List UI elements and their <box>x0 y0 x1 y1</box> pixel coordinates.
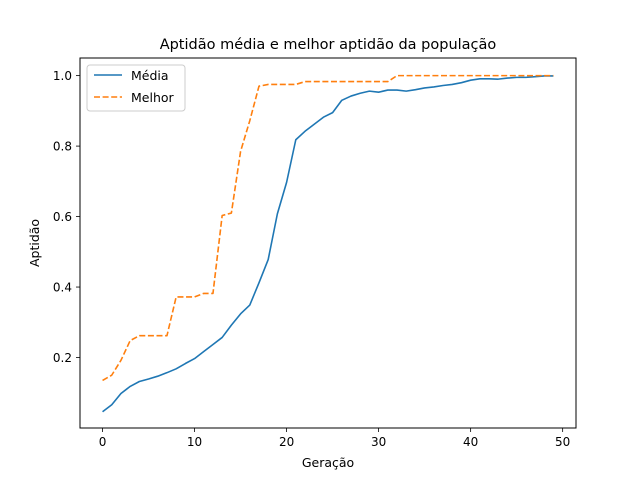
x-tick-label: 10 <box>187 435 202 449</box>
chart-title: Aptidão média e melhor aptidão da popula… <box>160 37 497 53</box>
x-tick-label: 50 <box>555 435 570 449</box>
x-tick-label: 40 <box>463 435 478 449</box>
y-tick-label: 0.6 <box>53 210 72 224</box>
legend-label-melhor: Melhor <box>131 90 175 105</box>
x-tick-label: 20 <box>279 435 294 449</box>
y-axis-ticks: 0.2 0.4 0.6 0.8 1.0 <box>53 69 80 365</box>
y-tick-label: 0.2 <box>53 351 72 365</box>
x-axis-label: Geração <box>302 455 354 470</box>
axes-frame <box>79 57 577 429</box>
x-axis-ticks: 0 10 20 30 40 50 <box>99 428 570 449</box>
plot-lines <box>102 74 554 413</box>
legend-box <box>86 64 186 112</box>
series-line-melhor <box>102 74 554 382</box>
y-tick-label: 0.8 <box>53 140 72 154</box>
series-line-media <box>102 75 554 413</box>
y-tick-label: 1.0 <box>53 69 72 83</box>
x-tick-label: 0 <box>99 435 107 449</box>
y-tick-label: 0.4 <box>53 281 72 295</box>
legend-label-media: Média <box>131 68 169 83</box>
chart-legend: Média Melhor <box>86 64 186 112</box>
y-axis-label: Aptidão <box>27 219 42 267</box>
x-tick-label: 30 <box>371 435 386 449</box>
